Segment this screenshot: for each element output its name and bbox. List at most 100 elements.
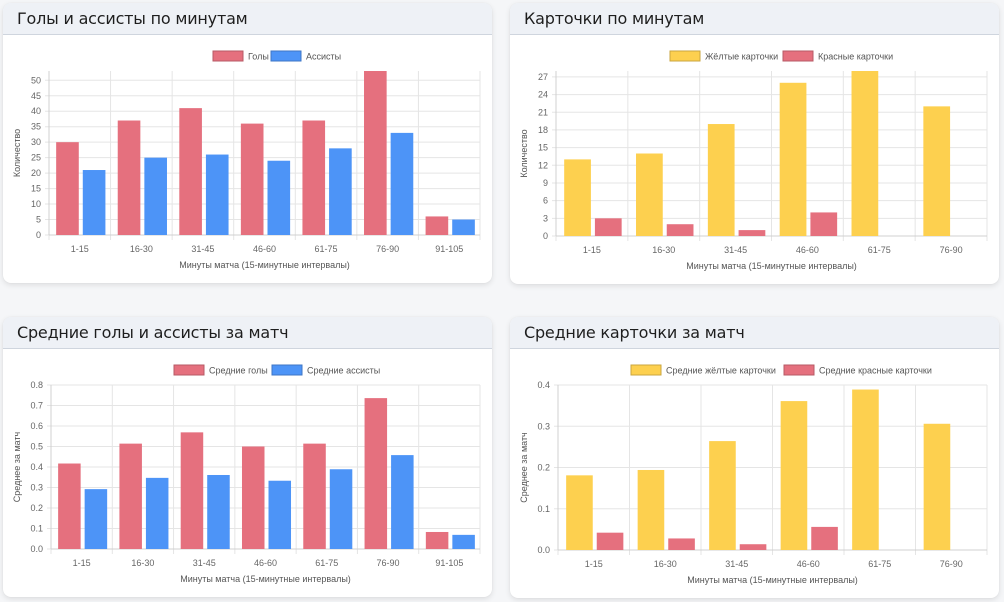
card-title: Средние голы и ассисты за матч — [17, 323, 289, 342]
bar-средние-ассисты — [145, 477, 169, 549]
legend-label: Средние голы — [209, 366, 268, 376]
x-tick-label: 76-90 — [940, 559, 963, 569]
y-axis-title: Количество — [519, 129, 529, 177]
legend-swatch — [271, 364, 303, 376]
card-goals-assists-by-minute: Голы и ассисты по минутам Голы Ассисты 0 5 1… — [3, 3, 492, 283]
legend-label: Жёлтые карточки — [705, 52, 778, 62]
y-tick-label: 30 — [31, 137, 41, 147]
y-tick-label: 0.3 — [537, 421, 550, 431]
bar-ассисты — [329, 148, 352, 235]
bar-ассисты — [267, 160, 291, 235]
bar-голы — [56, 142, 79, 235]
bar-средние-красные-карточки — [668, 538, 695, 550]
bar-средние-ассисты — [84, 489, 108, 549]
card-title: Средние карточки за матч — [524, 323, 745, 342]
x-tick-label: 16-30 — [130, 244, 153, 254]
bar-средние-голы — [119, 443, 142, 549]
legend: Средние жёлтые карточки Средние красные к… — [630, 364, 932, 376]
x-axis-title: Минуты матча (15-минутные интервалы) — [687, 575, 858, 585]
bar-средние-красные-карточки — [739, 544, 767, 550]
x-tick-label: 16-30 — [654, 559, 677, 569]
x-axis-title: Минуты матча (15-минутные интервалы) — [179, 260, 350, 270]
y-tick-label: 21 — [538, 107, 548, 117]
y-tick-label: 0.4 — [537, 380, 550, 390]
x-tick-label: 16-30 — [652, 245, 675, 255]
y-tick-label: 10 — [31, 199, 41, 209]
y-tick-label: 9 — [543, 178, 548, 188]
goals-assists-chart: Голы Ассисты 0 5 10 15 20 25 30 35 40 45 50 1-15 16-30… — [12, 50, 481, 270]
y-tick-label: 0.4 — [30, 462, 43, 472]
y-tick-label: 15 — [538, 143, 548, 153]
x-tick-label: 91-105 — [435, 558, 463, 568]
y-tick-label: 35 — [31, 122, 41, 132]
bar-жёлтые-карточки — [636, 153, 663, 236]
x-tick-label: 46-60 — [796, 245, 819, 255]
x-tick-label: 31-45 — [191, 244, 214, 254]
y-tick-label: 0.6 — [30, 421, 43, 431]
y-tick-label: 18 — [538, 125, 548, 135]
x-tick-label: 46-60 — [254, 558, 277, 568]
bar-ассисты — [452, 219, 475, 235]
card-avg-goals-assists: Средние голы и ассисты за матч Средние г… — [3, 317, 492, 597]
y-tick-label: 20 — [31, 168, 41, 178]
y-tick-label: 6 — [543, 196, 548, 206]
bar-средние-красные-карточки — [596, 532, 624, 550]
legend-item: Средние красные карточки — [783, 364, 932, 376]
bar-средние-голы — [58, 463, 81, 549]
y-tick-label: 0.2 — [30, 503, 43, 513]
avg-cards-chart: Средние жёлтые карточки Средние красные к… — [519, 364, 988, 585]
y-tick-label: 25 — [31, 153, 41, 163]
bar-жёлтые-карточки — [851, 71, 879, 236]
bar-красные-карточки — [738, 230, 766, 236]
y-axis-title: Среднее за матч — [519, 432, 529, 503]
bar-средние-жёлтые-карточки — [709, 441, 736, 550]
y-tick-label: 0.1 — [30, 524, 43, 534]
legend: Средние голы Средние ассисты — [173, 364, 380, 376]
card-header: Средние голы и ассисты за матч — [3, 317, 492, 349]
y-tick-label: 0.5 — [30, 442, 43, 452]
legend-swatch — [630, 364, 662, 376]
bar-красные-карточки — [810, 212, 838, 236]
legend-item: Ассисты — [270, 50, 341, 62]
card-cards-by-minute: Карточки по минутам Жёлтые карточки Красн… — [510, 3, 999, 284]
legend: Жёлтые карточки Красные карточки — [669, 50, 893, 62]
x-tick-label: 76-90 — [376, 244, 399, 254]
bar-средние-голы — [303, 443, 326, 549]
y-axis: 0 3 6 9 12 15 18 21 24 27 — [538, 71, 988, 241]
legend-swatch — [173, 364, 205, 376]
y-tick-label: 40 — [31, 106, 41, 116]
bar-средние-ассисты — [268, 480, 292, 549]
bar-средние-жёлтые-карточки — [637, 469, 665, 550]
bar-голы — [179, 108, 202, 235]
bar-ассисты — [205, 154, 229, 235]
bar-голы — [302, 120, 326, 235]
legend-swatch — [212, 50, 244, 62]
legend-swatch — [782, 50, 814, 62]
x-tick-label: 31-45 — [724, 245, 747, 255]
bar-голы — [364, 71, 387, 235]
y-tick-label: 24 — [538, 90, 548, 100]
y-tick-label: 27 — [538, 72, 548, 82]
bar-средние-ассисты — [329, 469, 353, 549]
y-tick-label: 0.8 — [30, 380, 43, 390]
bar-голы — [240, 123, 264, 235]
y-axis: 0.0 0.1 0.2 0.3 0.4 — [537, 380, 988, 555]
bar-ассисты — [144, 157, 167, 235]
y-tick-label: 0 — [36, 230, 41, 240]
y-tick-label: 50 — [31, 75, 41, 85]
bar-голы — [117, 120, 141, 235]
x-tick-label: 46-60 — [253, 244, 276, 254]
card-header: Голы и ассисты по минутам — [3, 3, 492, 35]
bar-красные-карточки — [666, 224, 694, 236]
x-tick-label: 61-75 — [315, 558, 338, 568]
legend-item: Средние ассисты — [271, 364, 380, 376]
y-tick-label: 0.7 — [30, 401, 43, 411]
x-tick-label: 31-45 — [193, 558, 216, 568]
legend-label: Средние ассисты — [307, 366, 380, 376]
legend-label: Средние жёлтые карточки — [666, 366, 776, 376]
y-tick-label: 15 — [31, 184, 41, 194]
bar-средние-голы — [425, 531, 449, 549]
x-tick-label: 1-15 — [583, 245, 601, 255]
x-tick-label: 76-90 — [377, 558, 400, 568]
bar-средние-ассисты — [452, 534, 475, 549]
